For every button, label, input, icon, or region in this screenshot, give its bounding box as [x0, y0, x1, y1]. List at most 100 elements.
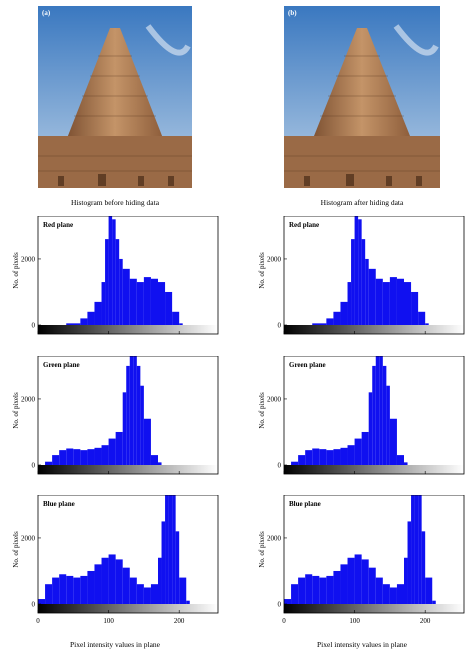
- histogram-bar: [143, 418, 151, 465]
- plot-frame: [283, 355, 465, 475]
- plot-frame: [37, 494, 219, 614]
- histogram-bar: [396, 455, 404, 465]
- histogram-bar: [375, 577, 383, 604]
- histogram-bar: [347, 557, 355, 604]
- histogram-bar: [382, 365, 387, 465]
- plot-frame: [37, 215, 219, 335]
- histogram-bar: [108, 438, 116, 465]
- histogram-bar: [165, 291, 173, 325]
- x-axis-label-left: Pixel intensity values in plane: [70, 640, 160, 649]
- histogram-bar: [94, 564, 102, 604]
- histogram-bar: [319, 449, 327, 465]
- histogram-bar: [404, 282, 412, 325]
- histogram-bar: [115, 431, 123, 465]
- histogram-bar: [101, 445, 109, 465]
- histogram-bar: [179, 577, 187, 604]
- histogram-bar: [425, 577, 433, 604]
- histogram-bar: [186, 600, 190, 604]
- histogram-bar: [411, 495, 415, 604]
- histogram-bar: [115, 559, 123, 604]
- y-tick-label: 2000: [21, 534, 36, 542]
- histogram-bar: [52, 455, 60, 465]
- histogram-bar: [101, 557, 109, 604]
- histogram-bar: [389, 418, 397, 465]
- histogram-bar: [126, 365, 130, 465]
- histogram-bar: [396, 278, 404, 325]
- y-tick-label: 2000: [267, 534, 282, 542]
- histogram-bar: [305, 574, 313, 604]
- histogram-bar: [150, 455, 158, 465]
- x-tick-label: 200: [420, 617, 431, 625]
- histogram-bar: [418, 495, 422, 604]
- histogram-bar: [432, 600, 436, 604]
- y-tick-label: 0: [278, 322, 282, 330]
- histogram-bar: [122, 567, 130, 604]
- histogram-bar: [80, 318, 88, 325]
- histogram-bar: [347, 445, 355, 465]
- histogram-bar: [368, 268, 376, 325]
- histogram-before-green-plane: 0 2000 Green plane No. of pixels: [8, 355, 222, 493]
- histogram-bar: [143, 587, 151, 604]
- histogram-bar: [158, 557, 162, 604]
- histogram-bar: [140, 385, 144, 465]
- histogram-bar: [312, 323, 327, 325]
- panel-title: Blue plane: [289, 500, 321, 508]
- histogram-bar: [340, 564, 348, 604]
- histogram-bar: [291, 584, 299, 604]
- y-axis-title: No. of pixels: [258, 252, 266, 289]
- histogram-bar: [284, 599, 292, 604]
- histogram-bar: [87, 311, 95, 325]
- histogram-bar: [407, 521, 412, 604]
- photo-before: (a): [38, 6, 192, 188]
- histogram-bar: [326, 450, 334, 465]
- intensity-gradient-band: [38, 325, 218, 334]
- histogram-bar: [129, 356, 134, 465]
- temple-image-before: [38, 6, 192, 188]
- histogram-bar: [312, 575, 320, 604]
- histogram-bar: [418, 311, 426, 325]
- histogram-bar: [372, 365, 376, 465]
- histogram-bar: [165, 495, 169, 604]
- histogram-bar: [136, 584, 144, 604]
- histogram-bar: [365, 258, 369, 325]
- histogram-bar: [150, 278, 158, 325]
- histogram-bar: [312, 448, 320, 465]
- histogram-bar: [38, 599, 46, 604]
- histogram-bar: [404, 557, 408, 604]
- y-tick-label: 2000: [21, 255, 36, 263]
- histogram-bar: [136, 282, 144, 325]
- histogram-bar: [333, 311, 341, 325]
- histogram-bar: [105, 239, 109, 325]
- histogram-bar: [333, 449, 341, 465]
- histogram-bar: [361, 559, 369, 604]
- histogram-bar: [354, 554, 362, 604]
- caption-before: Histogram before hiding data: [70, 198, 160, 207]
- x-tick-label: 100: [349, 617, 360, 625]
- histogram-bar: [158, 282, 166, 325]
- histogram-bar: [66, 448, 74, 465]
- histogram-bar: [404, 462, 408, 465]
- histogram-bar: [115, 239, 120, 325]
- intensity-gradient-band: [284, 604, 464, 613]
- x-axis-label-right: Pixel intensity values in plane: [317, 640, 407, 649]
- histogram-before-red-plane: 0 2000 Red plane No. of pixels: [8, 215, 222, 353]
- histogram-bar: [150, 584, 158, 604]
- histogram-bar: [101, 282, 106, 325]
- histogram-bar: [326, 575, 334, 604]
- histogram-bar: [87, 449, 95, 465]
- y-axis-title: No. of pixels: [12, 252, 20, 289]
- histogram-bar: [45, 461, 53, 465]
- histogram-bar: [172, 495, 176, 604]
- x-tick-label: 200: [174, 617, 185, 625]
- photo-after: (b): [284, 6, 440, 188]
- histogram-after-blue-plane: 0 2000 0 100 200 Blue plane No. of pixels: [254, 494, 468, 632]
- x-tick-label: 0: [282, 617, 286, 625]
- panel-title: Green plane: [43, 361, 80, 369]
- temple-image-after: [284, 6, 440, 188]
- panel-title: Green plane: [289, 361, 326, 369]
- y-tick-label: 2000: [267, 255, 282, 263]
- caption-after: Histogram after hiding data: [320, 198, 404, 207]
- y-tick-label: 2000: [267, 395, 282, 403]
- intensity-gradient-band: [284, 325, 464, 334]
- histogram-bar: [136, 365, 141, 465]
